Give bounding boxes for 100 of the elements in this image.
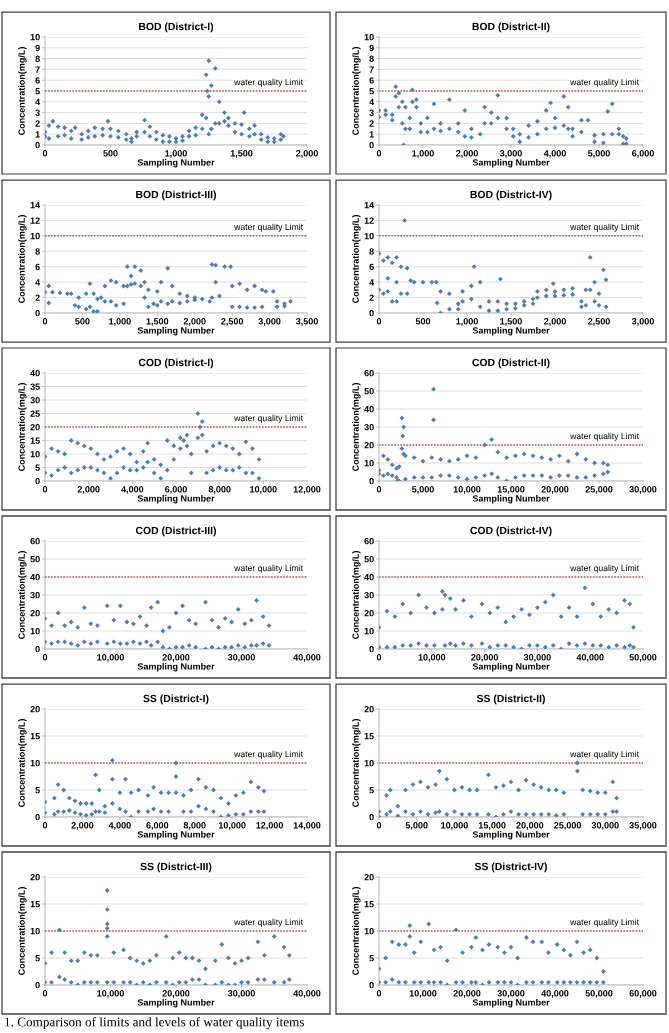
y-tick-label: 35	[30, 383, 40, 390]
x-tick-label: 50,000	[629, 654, 657, 662]
y-tick-label: 60	[30, 537, 40, 545]
x-tick-label: 20,000	[162, 654, 190, 662]
x-tick-label: 2,500	[221, 318, 244, 326]
y-tick-label: 10	[30, 33, 40, 41]
y-tick-label: 6	[369, 263, 374, 271]
x-tick-label: 1,000	[109, 318, 131, 326]
y-tick-label: 12	[364, 217, 374, 224]
x-tick-label: 30,000	[227, 990, 255, 998]
y-tick-label: 9	[369, 44, 374, 52]
y-tick-label: 2	[35, 120, 40, 127]
y-tick-label: 4	[369, 98, 375, 106]
y-tick-label: 7	[35, 66, 40, 73]
x-tick-label: 25,000	[585, 486, 613, 494]
x-tick-label: 14,000	[293, 822, 321, 830]
y-tick-label: 20	[364, 705, 374, 713]
x-tick-label: 12,000	[256, 822, 284, 830]
y-tick-label: 40	[364, 573, 374, 581]
y-tick-label: 5	[35, 464, 40, 471]
y-tick-label: 5	[369, 88, 374, 95]
x-tick-label: 10,000	[218, 822, 246, 830]
y-tick-label: 6	[369, 77, 374, 84]
x-tick-label: 60,000	[629, 990, 657, 998]
x-tick-label: 2,000	[183, 318, 206, 326]
y-axis-title: Concentration(mg/L)	[352, 887, 361, 976]
x-tick-label: 2,000	[544, 318, 566, 326]
y-tick-label: 2	[369, 294, 374, 301]
x-tick-label: 0	[42, 318, 48, 325]
x-axis-title: Sampling Number	[472, 998, 550, 1008]
chart-title: SS (District-III)	[140, 862, 212, 873]
y-tick-label: 0	[369, 645, 374, 653]
x-tick-label: 0	[42, 486, 48, 493]
x-tick-label: 2,000	[77, 486, 100, 494]
x-tick-label: 0	[376, 318, 382, 325]
y-tick-label: 50	[364, 387, 374, 395]
x-tick-label: 20,000	[471, 654, 499, 662]
y-tick-label: 1	[369, 131, 374, 138]
y-tick-label: 0	[369, 141, 374, 149]
y-tick-label: 2	[35, 294, 40, 301]
chart-title: BOD (District-III)	[136, 190, 216, 201]
ref-line-label: water quality Limit	[570, 223, 639, 232]
y-tick-label: 20	[364, 441, 374, 449]
x-tick-label: 4,000	[121, 486, 144, 494]
x-tick-label: 30,000	[227, 654, 255, 662]
y-tick-label: 15	[364, 901, 374, 908]
ref-line-label: water quality Limit	[570, 432, 639, 441]
x-tick-label: 3,000	[631, 318, 654, 326]
y-tick-label: 1	[35, 131, 40, 138]
y-tick-label: 2	[369, 120, 374, 127]
x-tick-label: 2,000	[456, 150, 478, 158]
y-tick-label: 20	[30, 609, 40, 617]
x-axis-title: Sampling Number	[137, 830, 215, 840]
y-tick-label: 5	[369, 787, 374, 794]
y-tick-label: 40	[364, 405, 374, 413]
y-tick-label: 0	[35, 981, 40, 989]
y-tick-label: 12	[30, 217, 40, 224]
y-tick-label: 4	[369, 279, 375, 286]
y-tick-label: 0	[35, 645, 40, 653]
x-axis-title: Sampling Number	[137, 158, 215, 168]
y-tick-label: 10	[364, 927, 374, 935]
chart-title: BOD (District-I)	[139, 22, 214, 33]
x-tick-label: 0	[42, 150, 48, 157]
x-tick-label: 500	[75, 318, 90, 325]
y-tick-label: 4	[35, 98, 41, 106]
x-tick-label: 1,500	[500, 318, 522, 326]
y-tick-label: 0	[35, 813, 40, 821]
x-tick-label: 10,000	[250, 486, 277, 494]
y-tick-label: 0	[35, 477, 40, 485]
x-tick-label: 40,000	[293, 990, 321, 998]
y-tick-label: 3	[369, 109, 374, 116]
chart-title: BOD (District-II)	[472, 22, 550, 33]
x-tick-label: 3,500	[295, 318, 318, 326]
x-tick-label: 40,000	[541, 990, 569, 998]
x-tick-label: 1,000	[412, 150, 434, 158]
x-axis-title: Sampling Number	[472, 326, 550, 336]
y-tick-label: 5	[35, 787, 40, 794]
y-axis-title: Concentration(mg/L)	[18, 383, 27, 472]
y-tick-label: 10	[364, 33, 374, 41]
y-tick-label: 3	[35, 109, 40, 116]
x-tick-label: 15,000	[478, 822, 506, 830]
y-tick-label: 10	[30, 759, 40, 767]
y-tick-label: 10	[364, 759, 374, 767]
y-tick-label: 20	[30, 873, 40, 881]
x-tick-label: 1,500	[146, 318, 169, 326]
y-tick-label: 8	[35, 248, 40, 255]
x-tick-label: 20,000	[516, 822, 544, 830]
y-tick-label: 5	[369, 955, 374, 962]
x-axis-title: Sampling Number	[137, 998, 215, 1008]
x-tick-label: 6,000	[165, 486, 187, 494]
y-tick-label: 10	[30, 450, 40, 458]
x-tick-label: 4,000	[108, 822, 131, 830]
chart-title: COD (District-I)	[138, 358, 214, 369]
x-tick-label: 40,000	[293, 654, 321, 662]
ref-line-label: water quality Limit	[570, 78, 639, 87]
x-tick-label: 20,000	[453, 990, 481, 998]
y-tick-label: 50	[364, 555, 374, 563]
y-tick-label: 8	[369, 248, 374, 255]
x-tick-label: 12,000	[293, 486, 321, 494]
y-axis-title: Concentration(mg/L)	[352, 215, 361, 304]
